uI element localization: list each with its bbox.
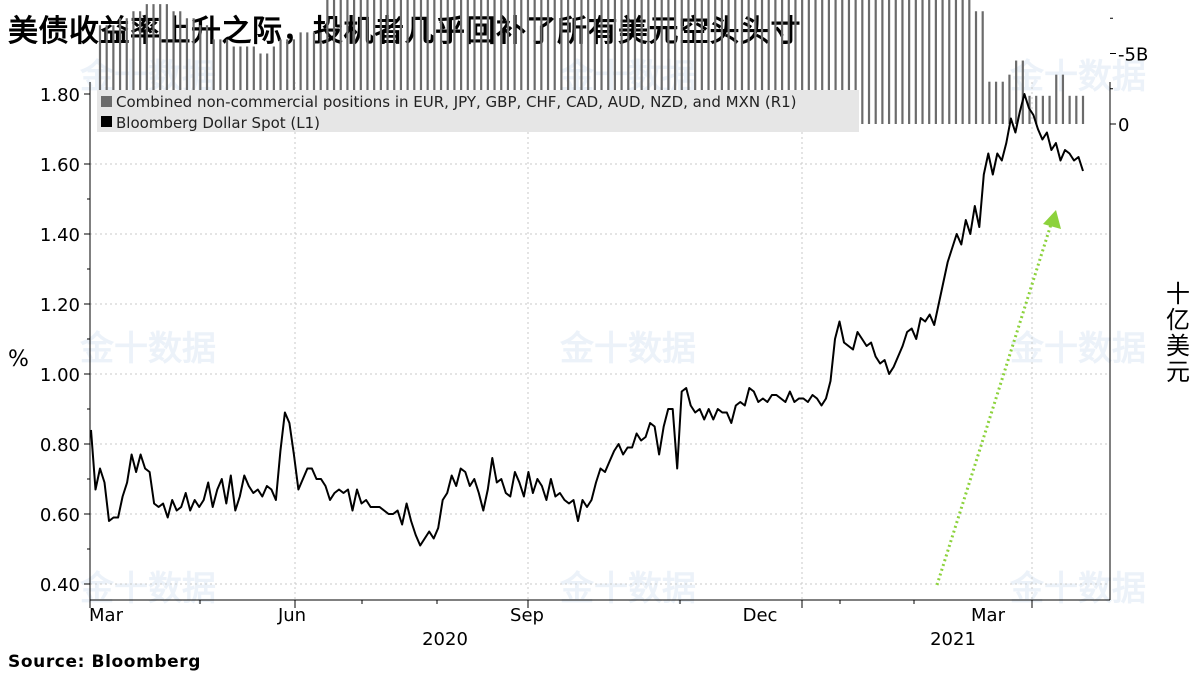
left-tick-label: 1.60	[40, 155, 80, 176]
watermark-text: 金十数据	[1009, 569, 1146, 609]
watermark-text: 金十数据	[559, 329, 696, 369]
watermark-text: 金十数据	[79, 569, 216, 609]
legend-label-positions: Combined non-commercial positions in EUR…	[116, 93, 797, 111]
watermark-text: 金十数据	[1009, 57, 1146, 97]
right-unit-char: 美	[1166, 332, 1190, 360]
left-tick-label: 0.80	[40, 435, 80, 456]
legend-swatch-line	[101, 116, 112, 127]
x-tick-label: Dec	[743, 605, 778, 626]
x-year-label: 2020	[422, 629, 468, 650]
right-unit-char: 亿	[1166, 306, 1190, 334]
left-tick-label: 1.40	[40, 225, 80, 246]
right-unit-char: 元	[1166, 358, 1190, 386]
arrow-shaft	[935, 217, 1055, 586]
x-axis: Mar Jun Sep Dec Mar 2020 2021	[89, 599, 1110, 650]
x-tick-label: Mar	[971, 605, 1006, 626]
right-tick-label: 0	[1118, 115, 1129, 136]
right-axis: 0-5B-10B-15B-20B-25B-30B	[1109, 17, 1148, 600]
right-tick-label: -5B	[1118, 45, 1148, 66]
arrow-head	[1043, 210, 1061, 229]
watermark-text: 金十数据	[79, 329, 216, 369]
x-year-label: 2021	[930, 629, 976, 650]
left-tick-label: 0.40	[40, 575, 80, 596]
right-axis-unit: 十 亿 美 元	[1166, 280, 1190, 386]
legend-swatch-bars	[101, 96, 112, 107]
trend-arrow	[935, 210, 1061, 586]
legend: Combined non-commercial positions in EUR…	[97, 90, 859, 132]
legend-label-dollar: Bloomberg Dollar Spot (L1)	[116, 114, 320, 132]
left-tick-label: 1.00	[40, 365, 80, 386]
watermark-text: 金十数据	[1009, 329, 1146, 369]
right-unit-char: 十	[1166, 280, 1190, 308]
left-axis-unit: %	[8, 347, 29, 372]
dollar-index-line	[90, 93, 1084, 547]
x-tick-label: Mar	[89, 605, 124, 626]
x-tick-label: Jun	[277, 605, 306, 626]
left-tick-label: 1.80	[40, 85, 80, 106]
gridlines	[90, 82, 1110, 600]
source-note: Source: Bloomberg	[8, 652, 202, 672]
left-tick-label: 0.60	[40, 505, 80, 526]
left-tick-label: 1.20	[40, 295, 80, 316]
dollar-index-series	[90, 93, 1084, 547]
legend-background	[97, 90, 859, 132]
watermark-text: 金十数据	[559, 569, 696, 609]
left-axis: 0.40 0.60 0.80 1.00 1.20 1.40 1.60 1.80	[40, 82, 91, 600]
x-tick-label: Sep	[510, 605, 544, 626]
